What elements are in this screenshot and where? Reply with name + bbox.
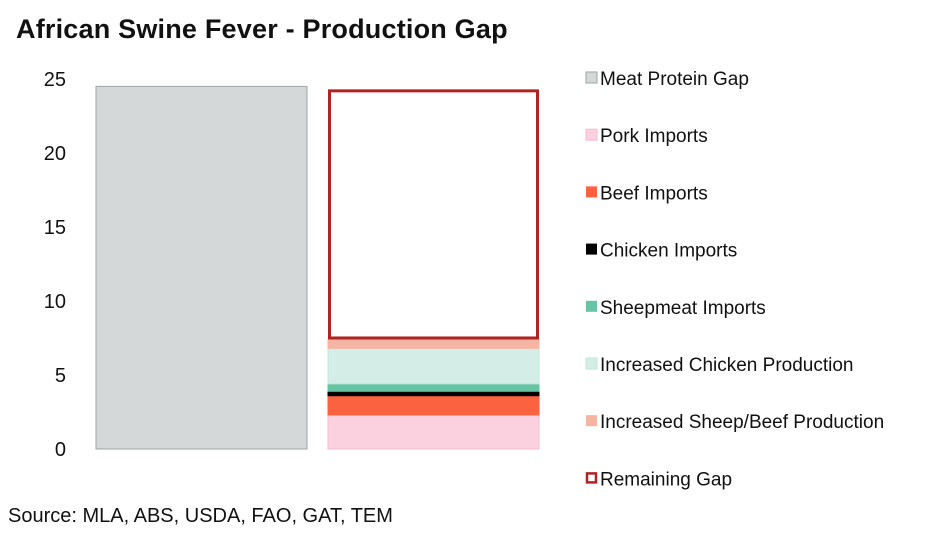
y-tick-label: 25 (44, 69, 66, 91)
y-tick-label: 10 (44, 291, 66, 313)
legend-swatch (585, 357, 598, 370)
bar-stacks (95, 85, 540, 450)
legend-swatch (586, 300, 597, 312)
legend-swatch (585, 71, 598, 84)
source-note: Source: MLA, ABS, USDA, FAO, GAT, TEM (8, 505, 393, 527)
bar-segment (327, 338, 540, 349)
legend: Meat Protein Gap Pork Imports Beef Imports… (585, 69, 884, 490)
legend-label: Beef Imports (600, 183, 708, 204)
legend-label: Remaining Gap (600, 469, 732, 490)
bar-segment (327, 383, 540, 392)
y-tick-label: 0 (55, 439, 66, 461)
legend-label: Sheepmeat Imports (600, 298, 766, 319)
bar-segment (95, 85, 308, 450)
legend-swatch (585, 128, 598, 141)
chart-title: African Swine Fever - Production Gap (16, 14, 508, 44)
legend-label: Increased Sheep/Beef Production (600, 412, 884, 433)
legend-label: Meat Protein Gap (600, 69, 749, 90)
y-tick-label: 15 (44, 217, 66, 239)
y-tick-label: 20 (44, 143, 66, 165)
bar-segment (327, 414, 540, 450)
bar-segment (327, 395, 540, 416)
bar-segment (327, 390, 540, 397)
legend-swatch (586, 186, 597, 198)
legend-label: Pork Imports (600, 126, 708, 147)
bar-segment (328, 89, 539, 340)
legend-swatch (586, 243, 597, 255)
stacked-bar-chart: 0 5 10 15 20 25 Meat Protein Gap Pork Imports B… (44, 69, 884, 490)
y-tick-label: 5 (55, 365, 66, 387)
legend-label: Increased Chicken Production (600, 355, 853, 376)
y-axis-ticks: 0 5 10 15 20 25 (44, 69, 66, 461)
legend-swatch (585, 472, 598, 484)
legend-swatch (586, 415, 597, 427)
legend-label: Chicken Imports (600, 241, 737, 262)
bar-segment (327, 347, 540, 385)
